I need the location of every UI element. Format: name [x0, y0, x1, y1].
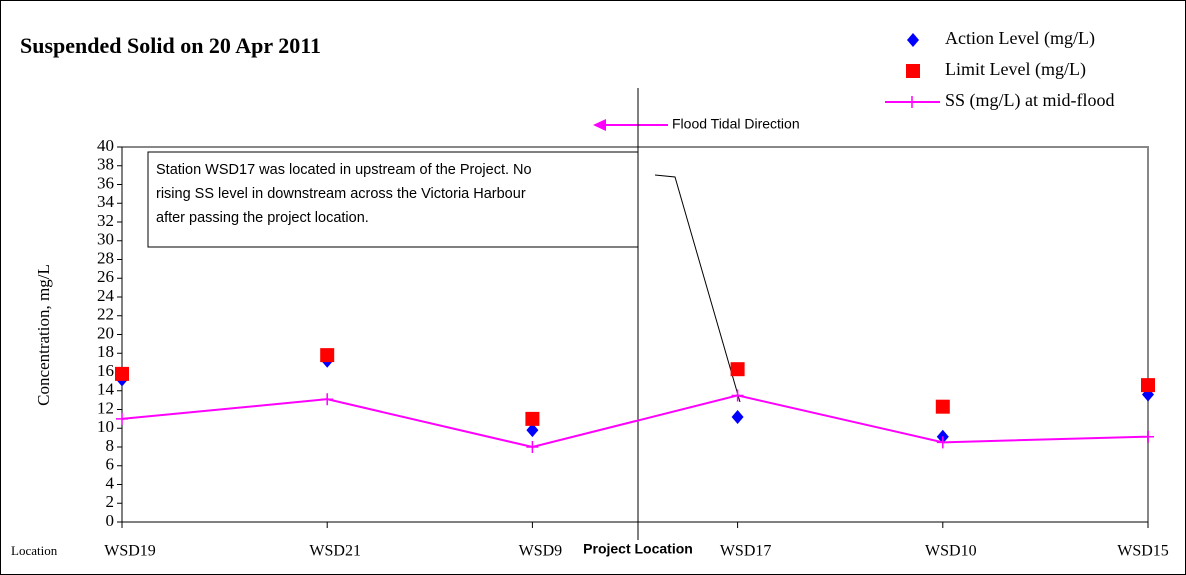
data-point [1142, 430, 1154, 443]
y-tick-label: 6 [106, 455, 115, 474]
x-axis-label: Location [11, 543, 58, 558]
x-tick-label: WSD21 [309, 543, 361, 560]
y-tick-label: 8 [106, 436, 115, 455]
x-tick-label: WSD10 [925, 543, 977, 560]
y-tick-label: 38 [97, 155, 114, 174]
y-tick-label: 16 [97, 361, 114, 380]
data-point [526, 423, 539, 438]
y-tick-label: 40 [97, 136, 114, 155]
y-tick-label: 14 [97, 380, 115, 399]
y-tick-label: 4 [106, 473, 115, 492]
chart-title: Suspended Solid on 20 Apr 2011 [20, 33, 321, 58]
x-tick-label: WSD17 [720, 543, 772, 560]
series-line [121, 394, 1149, 449]
legend-label: Limit Level (mg/L) [945, 59, 1086, 80]
note-line: Station WSD17 was located in upstream of… [156, 162, 532, 178]
note-line: rising SS level in downstream across the… [156, 186, 526, 202]
legend-marker [907, 33, 919, 47]
y-tick-label: 22 [97, 305, 114, 324]
note-box [147, 151, 639, 248]
data-point [526, 441, 539, 453]
y-tick-label: 34 [97, 192, 115, 211]
data-point [320, 348, 335, 363]
x-tick-label: WSD19 [104, 543, 156, 560]
project-location: Project Location [583, 541, 693, 557]
data-point [321, 393, 334, 406]
legend-marker [906, 96, 918, 108]
y-axis-label: Concentration, mg/L [34, 264, 53, 406]
y-tick-label: 20 [97, 323, 114, 342]
data-point [1141, 378, 1155, 393]
legend-marker [906, 64, 920, 78]
note-pointer [654, 174, 741, 403]
data-point [525, 411, 540, 426]
y-tick-label: 26 [97, 267, 114, 286]
y-tick-label: 30 [97, 230, 114, 249]
legend-label: Action Level (mg/L) [945, 28, 1095, 49]
data-point [936, 436, 949, 449]
flood-arrow-head [593, 119, 606, 131]
x-tick-label: WSD15 [1117, 543, 1169, 560]
y-tick-label: 10 [97, 417, 114, 436]
legend-label: SS (mg/L) at mid-flood [945, 90, 1115, 111]
note-line: after passing the project location. [156, 210, 369, 226]
data-point [731, 410, 744, 424]
data-point [731, 389, 744, 402]
data-point [730, 362, 745, 377]
y-tick-label: 2 [106, 492, 115, 511]
data-point [116, 412, 128, 425]
y-tick-label: 24 [97, 286, 115, 305]
y-tick-label: 18 [97, 342, 114, 361]
x-tick-label: WSD9 [519, 543, 563, 560]
data-point [935, 399, 950, 414]
flood-direction: Flood Tidal Direction [672, 116, 800, 132]
y-tick-label: 12 [97, 398, 114, 417]
y-tick-label: 28 [97, 248, 114, 267]
data-point [115, 366, 129, 381]
y-tick-label: 32 [97, 211, 114, 230]
y-tick-label: 36 [97, 173, 114, 192]
y-tick-label: 0 [106, 511, 115, 530]
